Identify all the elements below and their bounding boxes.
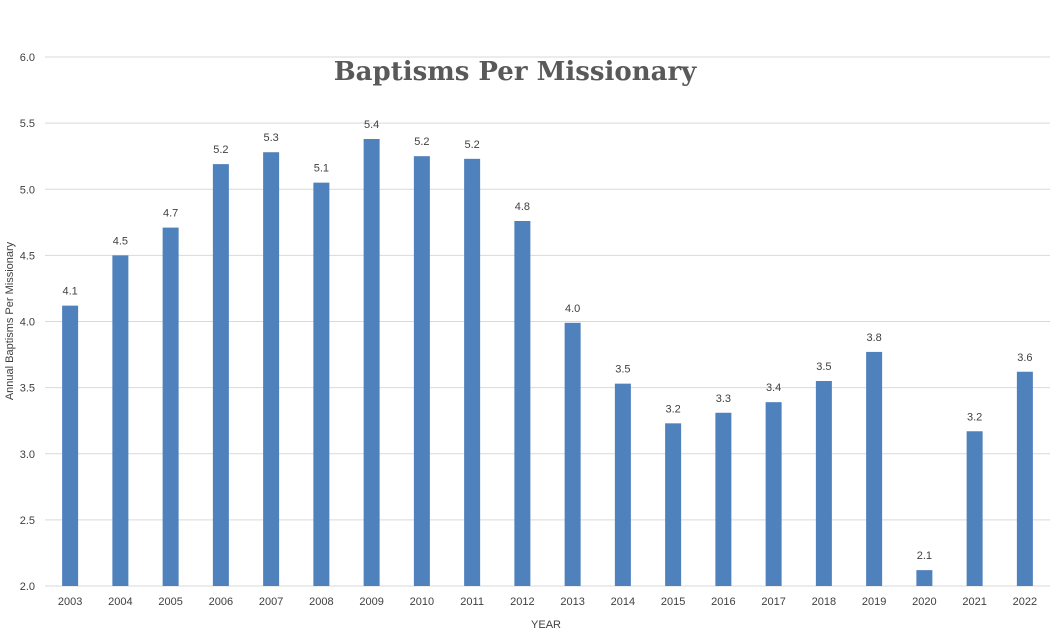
data-label-2010: 5.2 (414, 136, 429, 148)
data-label-2020: 2.1 (917, 550, 932, 562)
x-axis-title: YEAR (531, 619, 561, 631)
gridlines (45, 56, 1050, 587)
bar-2020 (916, 570, 933, 586)
y-tick-label: 2.5 (20, 515, 35, 527)
y-tick-label: 6.0 (20, 52, 35, 64)
bar-2004 (112, 255, 129, 586)
data-label-2015: 3.2 (665, 403, 680, 415)
bar-2014 (614, 383, 631, 586)
x-tick-label: 2004 (108, 596, 132, 608)
data-label-2021: 3.2 (967, 411, 982, 423)
data-label-2016: 3.3 (716, 393, 731, 405)
data-label-2008: 5.1 (314, 163, 329, 175)
x-tick-label: 2017 (761, 596, 785, 608)
y-tick-label: 4.5 (20, 250, 35, 262)
data-label-2006: 5.2 (213, 144, 228, 156)
data-label-2011: 5.2 (464, 139, 479, 151)
data-label-2007: 5.3 (263, 132, 278, 144)
y-tick-labels: 2.0 2.5 3.0 3.5 4.0 4.5 5.0 5.5 6.0 (20, 52, 35, 593)
bar-2018 (815, 381, 832, 586)
data-label-2012: 4.8 (515, 201, 530, 213)
data-label-2014: 3.5 (615, 364, 630, 376)
bar-2019 (866, 351, 883, 586)
bar-2010 (413, 156, 430, 586)
bar-2005 (162, 227, 179, 587)
bar-2012 (514, 220, 531, 587)
data-label-2019: 3.8 (866, 332, 881, 344)
bar-2008 (313, 182, 330, 586)
bar-2016 (715, 412, 732, 586)
data-label-2003: 4.1 (62, 286, 77, 298)
y-tick-label: 5.0 (20, 184, 35, 196)
x-tick-label: 2013 (560, 596, 584, 608)
y-tick-label: 3.5 (20, 383, 35, 395)
data-labels: 4.1 4.5 4.7 5.2 5.3 5.1 5.4 5.2 5.2 4.8 4.0 3.5 3.2 3… (62, 119, 1032, 562)
bar-2009 (363, 138, 380, 586)
x-tick-label: 2015 (661, 596, 685, 608)
x-tick-label: 2007 (259, 596, 283, 608)
y-axis-title: Annual Baptisms Per Missionary (4, 241, 16, 400)
y-tick-label: 5.5 (20, 118, 35, 130)
x-tick-label: 2003 (58, 596, 82, 608)
bar-2022 (1016, 371, 1033, 586)
x-tick-label: 2010 (410, 596, 434, 608)
bar-2003 (62, 305, 79, 586)
x-tick-label: 2014 (611, 596, 635, 608)
y-tick-label: 3.0 (20, 449, 35, 461)
data-label-2004: 4.5 (113, 235, 128, 247)
x-tick-label: 2006 (209, 596, 233, 608)
bar-2015 (665, 423, 682, 586)
bar-2007 (263, 152, 280, 586)
x-tick-label: 2016 (711, 596, 735, 608)
x-tick-label: 2009 (359, 596, 383, 608)
data-label-2018: 3.5 (816, 361, 831, 373)
bar-2011 (464, 158, 481, 586)
x-tick-label: 2022 (1013, 596, 1037, 608)
y-tick-label: 2.0 (20, 581, 35, 593)
data-label-2013: 4.0 (565, 303, 580, 315)
data-label-2005: 4.7 (163, 208, 178, 220)
bar-2006 (212, 164, 229, 586)
bars (62, 138, 1033, 587)
x-tick-label: 2008 (309, 596, 333, 608)
x-tick-label: 2005 (158, 596, 182, 608)
x-tick-label: 2011 (460, 596, 484, 608)
data-label-2017: 3.4 (766, 382, 781, 394)
y-tick-label: 4.0 (20, 317, 35, 329)
data-label-2009: 5.4 (364, 119, 379, 131)
x-tick-labels: 2003 2004 2005 2006 2007 2008 2009 2010 2011 2012… (58, 596, 1037, 608)
bar-2021 (966, 431, 983, 586)
x-tick-label: 2012 (510, 596, 534, 608)
data-label-2022: 3.6 (1017, 352, 1032, 364)
x-tick-label: 2021 (962, 596, 986, 608)
x-tick-label: 2018 (812, 596, 836, 608)
bar-2013 (564, 322, 581, 586)
x-tick-label: 2020 (912, 596, 936, 608)
bar-2017 (765, 402, 782, 586)
x-tick-label: 2019 (862, 596, 886, 608)
chart-title: Baptisms Per Missionary (334, 57, 697, 87)
